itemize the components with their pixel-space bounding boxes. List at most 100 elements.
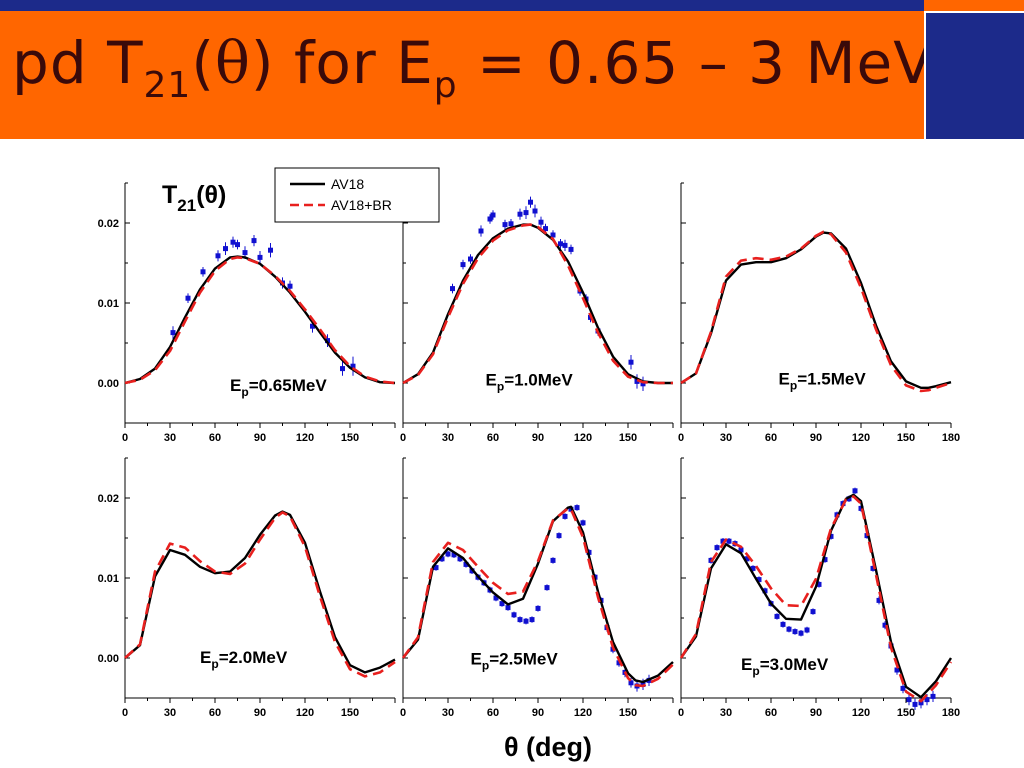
data-point: [487, 216, 493, 222]
data-point: [502, 222, 508, 228]
data-point: [310, 323, 315, 329]
data-point: [882, 622, 888, 628]
y-axis-label-tail: (θ): [196, 181, 226, 209]
energy-label-e: E: [741, 655, 752, 674]
x-tick-label: 90: [810, 707, 822, 719]
energy-label-sub: p: [211, 657, 218, 671]
data-point: [230, 239, 236, 245]
data-point: [528, 199, 533, 205]
series-av18-line: [124, 510, 396, 674]
legend: AV18 AV18+BR: [274, 167, 440, 223]
x-tick-label: 120: [852, 707, 870, 719]
y-tick-label: 0.01: [98, 573, 119, 585]
data-point: [912, 701, 918, 707]
data-point: [930, 693, 936, 699]
title-open-paren: (: [191, 29, 215, 97]
data-point: [810, 609, 816, 615]
y-axis-label: T21(θ): [162, 181, 226, 215]
data-point: [451, 552, 457, 558]
x-tick-label: 90: [254, 432, 266, 444]
data-point: [235, 242, 240, 248]
data-point: [257, 254, 263, 260]
title-subscript: 21: [143, 65, 192, 106]
data-point: [894, 667, 900, 673]
data-point: [822, 557, 828, 563]
data-point: [858, 505, 864, 511]
x-tick-label: 150: [897, 707, 915, 719]
data-point: [532, 208, 538, 214]
energy-label-e: E: [200, 648, 211, 667]
x-tick-label: 60: [209, 432, 221, 444]
data-point: [544, 585, 550, 591]
corner-navy: [926, 13, 1024, 139]
energy-label-e: E: [230, 376, 241, 395]
energy-label-value: =1.0MeV: [504, 370, 573, 389]
data-point: [918, 700, 924, 706]
series-av18-line: [680, 493, 953, 699]
data-point: [223, 246, 228, 252]
data-point: [433, 565, 439, 571]
series-av18br-line: [124, 511, 396, 678]
panel-energy-label: Ep=3.0MeV: [741, 655, 829, 678]
panel-1: 0 30 60 90 120 150 Ep=1.0MeV: [400, 182, 674, 444]
energy-label-value: =2.0MeV: [219, 648, 288, 667]
data-point: [726, 538, 732, 544]
energy-label-value: =0.65MeV: [249, 376, 328, 395]
data-point: [562, 513, 568, 519]
series-av18br-line: [402, 223, 673, 385]
x-tick-label: 120: [296, 707, 314, 719]
energy-label-sub: p: [241, 385, 248, 399]
panel-energy-label: Ep=2.0MeV: [200, 648, 288, 671]
data-point: [468, 256, 473, 262]
data-point: [568, 246, 574, 252]
data-point: [870, 565, 876, 571]
energy-label-value: =3.0MeV: [760, 655, 829, 674]
data-point: [780, 621, 786, 627]
x-tick-label: 0: [122, 707, 128, 719]
data-point: [439, 556, 445, 562]
title-bar: pd T21(θ) for Ep = 0.65 – 3 MeV: [0, 11, 924, 139]
y-tick-label: 0.02: [98, 218, 119, 230]
data-point: [562, 242, 568, 248]
y-axis-label-main: T: [162, 181, 177, 209]
x-tick-label: 60: [487, 707, 499, 719]
data-point: [499, 601, 505, 607]
data-point: [508, 221, 514, 227]
top-accent-strip: [0, 0, 924, 11]
data-point: [900, 685, 906, 691]
series-av18-line: [680, 231, 952, 389]
data-point: [287, 283, 293, 289]
x-tick-label: 30: [442, 707, 454, 719]
data-point: [538, 219, 544, 225]
series-av18-line: [402, 223, 673, 385]
data-point: [762, 588, 768, 594]
x-tick-label: 30: [164, 432, 176, 444]
x-tick-label: 120: [296, 432, 314, 444]
x-tick-label: 150: [341, 432, 359, 444]
x-tick-label: 30: [720, 707, 732, 719]
data-point: [616, 660, 622, 666]
x-tick-label: 150: [619, 707, 637, 719]
data-point: [478, 228, 484, 234]
series-av18br-line: [124, 256, 396, 385]
data-point: [550, 557, 556, 563]
data-point: [846, 496, 852, 502]
title-rest: = 0.65 – 3 MeV: [457, 29, 924, 97]
title-subscript-p: p: [433, 65, 458, 106]
x-axis-label: θ (deg): [504, 732, 592, 762]
data-point: [251, 238, 257, 244]
energy-label-e: E: [779, 370, 790, 389]
data-point: [523, 618, 529, 624]
data-point: [350, 363, 356, 369]
data-point: [816, 581, 822, 587]
data-point: [242, 250, 248, 256]
slide-title: pd T21(θ) for Ep = 0.65 – 3 MeV: [12, 29, 924, 106]
x-tick-label: 180: [942, 707, 960, 719]
data-point: [792, 629, 798, 635]
series-av18br-line: [680, 230, 952, 393]
x-tick-label: 60: [487, 432, 499, 444]
y-tick-label: 0.00: [98, 378, 119, 390]
data-point: [774, 613, 780, 619]
data-point: [558, 241, 563, 247]
